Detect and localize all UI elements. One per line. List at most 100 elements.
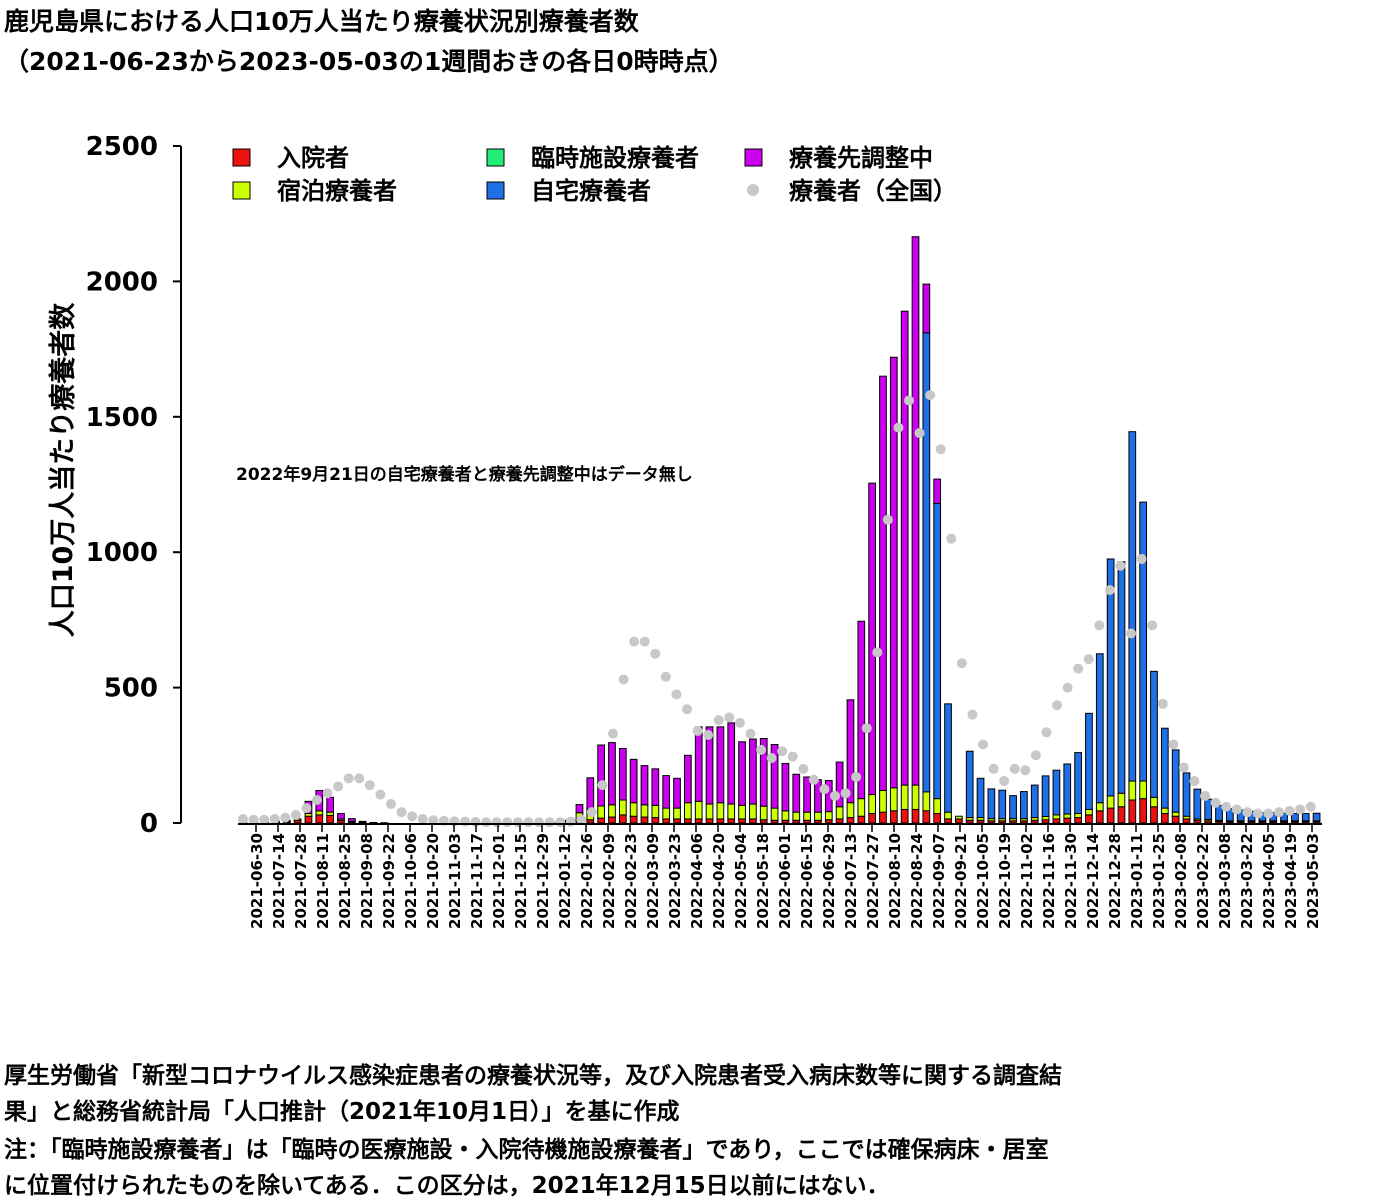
bar-hotel xyxy=(770,807,779,821)
bar-home xyxy=(965,750,974,819)
x-tick-label: 2021-09-08 xyxy=(358,833,376,929)
x-tick-label: 2023-02-08 xyxy=(1172,833,1190,929)
national-point xyxy=(1062,682,1073,693)
national-point xyxy=(1274,807,1285,818)
bar-home xyxy=(1182,772,1191,817)
bar-adjusting xyxy=(716,726,725,804)
bar-hotel xyxy=(911,784,920,810)
x-tick-label: 2023-03-22 xyxy=(1238,833,1256,929)
national-point xyxy=(1295,804,1306,815)
bar-home xyxy=(1204,798,1213,820)
national-point xyxy=(238,813,248,824)
bar-hotel xyxy=(749,803,757,820)
national-point xyxy=(417,813,428,824)
national-point xyxy=(544,817,555,828)
national-point xyxy=(1020,765,1031,776)
bar-hospitalized xyxy=(1117,806,1126,824)
x-tick-label: 2022-09-07 xyxy=(930,833,948,929)
bar-home xyxy=(1041,775,1050,818)
national-point xyxy=(1104,585,1115,596)
bar-hotel xyxy=(889,787,898,812)
national-point xyxy=(745,728,756,739)
x-tick-label: 2023-03-08 xyxy=(1216,833,1234,929)
national-point xyxy=(893,422,904,433)
bar-hospitalized xyxy=(1139,798,1148,824)
national-point xyxy=(713,715,724,726)
legend-swatch-adjusting xyxy=(744,148,763,167)
national-point xyxy=(1305,801,1316,812)
x-tick-label: 2022-06-01 xyxy=(776,833,794,929)
bar-hotel xyxy=(1139,780,1148,800)
bar-hotel xyxy=(673,807,681,820)
bar-hospitalized xyxy=(618,814,627,824)
national-point xyxy=(1157,698,1168,709)
bar-hotel xyxy=(824,811,833,821)
bar-adjusting xyxy=(814,779,822,813)
bar-hospitalized xyxy=(597,817,606,824)
bar-adjusting xyxy=(857,620,866,800)
national-point xyxy=(1009,763,1020,774)
bar-home xyxy=(987,788,996,820)
national-point xyxy=(460,816,471,827)
bar-adjusting xyxy=(618,748,627,801)
bar-hospitalized xyxy=(835,818,844,824)
bar-hospitalized xyxy=(1182,818,1191,824)
national-point xyxy=(1083,654,1094,665)
x-tick-label: 2021-08-25 xyxy=(336,833,354,929)
bar-adjusting xyxy=(738,741,746,806)
bar-hospitalized xyxy=(857,815,866,824)
legend-swatch-hotel xyxy=(232,181,251,200)
bar-adjusting xyxy=(770,743,779,809)
stacked-bar-chart: 0 500 1000 1500 2000 2500 人口10万人当たり療養者数 2021-06… xyxy=(47,132,1322,929)
bar-hospitalized xyxy=(879,811,887,824)
footnote-line1: 厚生労働省「新型コロナウイルス感染症患者の療養状況等，及び入院患者受入病床数等に… xyxy=(4,1063,1062,1089)
bar-adjusting xyxy=(879,375,887,792)
bar-adjusting xyxy=(608,742,616,806)
national-point xyxy=(512,817,523,828)
x-tick-label: 2021-11-03 xyxy=(446,833,464,929)
y-tick-label: 2000 xyxy=(86,267,158,297)
national-point xyxy=(597,780,608,791)
national-point xyxy=(1252,808,1263,819)
bar-hotel xyxy=(1150,796,1158,808)
y-tick-label: 2500 xyxy=(86,132,158,162)
bar-hospitalized xyxy=(749,818,757,824)
bar-home xyxy=(976,777,985,819)
x-tick-label: 2021-09-22 xyxy=(380,833,398,929)
bar-hotel xyxy=(814,811,822,821)
bar-hotel xyxy=(1117,792,1126,808)
bar-home xyxy=(998,789,1007,820)
bar-hotel xyxy=(1095,802,1104,812)
legend-swatch-hospitalized xyxy=(232,148,251,167)
bar-home xyxy=(1106,558,1115,797)
bar-hotel xyxy=(846,802,855,819)
bar-home xyxy=(1052,769,1061,816)
legend-swatch-home xyxy=(486,181,505,200)
bar-home xyxy=(1074,752,1082,815)
x-tick-label: 2022-06-29 xyxy=(820,833,838,929)
x-tick-label: 2022-02-09 xyxy=(600,833,618,929)
bar-hospitalized xyxy=(662,818,671,824)
x-tick-label: 2022-05-18 xyxy=(754,833,772,929)
x-tick-label: 2021-08-11 xyxy=(314,833,332,929)
y-tick-label: 1500 xyxy=(86,403,158,433)
bar-hospitalized xyxy=(900,808,909,824)
national-point xyxy=(1041,727,1052,738)
x-tick-label: 2022-08-10 xyxy=(886,833,904,929)
national-point xyxy=(935,444,946,455)
bar-adjusting xyxy=(629,758,638,804)
national-point xyxy=(269,813,280,824)
bar-hospitalized xyxy=(1095,810,1104,824)
bar-hotel xyxy=(933,798,942,815)
bar-home xyxy=(1171,749,1180,813)
bar-home xyxy=(1030,784,1039,819)
bar-hospitalized xyxy=(651,817,660,824)
bar-adjusting xyxy=(759,738,768,807)
national-point xyxy=(375,789,386,800)
bar-hospitalized xyxy=(683,818,692,824)
bar-home xyxy=(1160,727,1169,809)
national-point xyxy=(301,803,312,814)
legend-swatch-temporary xyxy=(486,148,505,167)
national-point xyxy=(724,712,735,723)
chart-title-line2: （2021-06-23から2023-05-03の1週間おきの各日0時時点） xyxy=(4,47,734,76)
